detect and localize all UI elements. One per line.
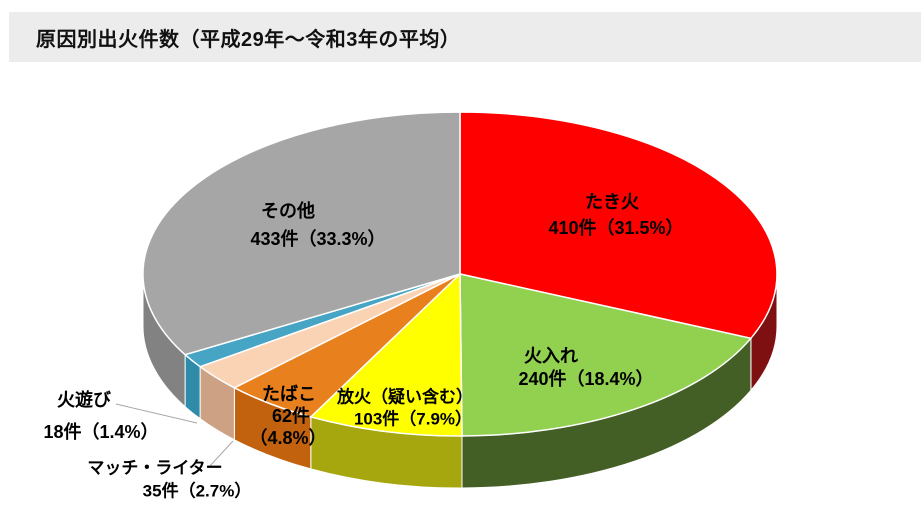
slice-label-match: マッチ・ライター <box>87 458 223 478</box>
pie-slice-top-6 <box>142 111 461 356</box>
slice-label-houka: 放火（疑い含む） <box>337 387 473 407</box>
slice-label-tabako: たばこ <box>262 384 316 405</box>
slice-label-hiasobi: 火遊び <box>57 390 111 411</box>
slice-value2-tabako: （4.8%） <box>249 428 327 449</box>
pie-slice-top-0 <box>459 111 778 340</box>
slice-value-hiire: 240件（18.4%） <box>518 369 654 390</box>
slice-value-hiasobi: 18件（1.4%） <box>43 422 159 443</box>
leader-line-hiasobi <box>115 403 198 424</box>
pie-slice-top-1 <box>459 273 752 437</box>
slice-label-hiire: 火入れ <box>524 346 578 367</box>
slice-label-sonota: その他 <box>261 201 315 222</box>
slice-value-sonota: 433件（33.3%） <box>250 229 386 250</box>
header-band: 原因別出火件数（平成29年～令和3年の平均） <box>9 12 921 62</box>
leader-line-match-lighter <box>208 440 234 468</box>
slice-value-takibi: 410件（31.5%） <box>548 218 684 239</box>
slice-label-takibi: たき火 <box>585 192 639 213</box>
pie-slice-top-2 <box>310 273 463 437</box>
slice-value-match: 35件（2.7%） <box>142 481 252 501</box>
page-title: 原因別出火件数（平成29年～令和3年の平均） <box>36 28 461 51</box>
slice-value-tabako: 62件 <box>271 406 311 427</box>
slice-value-houka: 103件（7.9%） <box>353 409 473 429</box>
